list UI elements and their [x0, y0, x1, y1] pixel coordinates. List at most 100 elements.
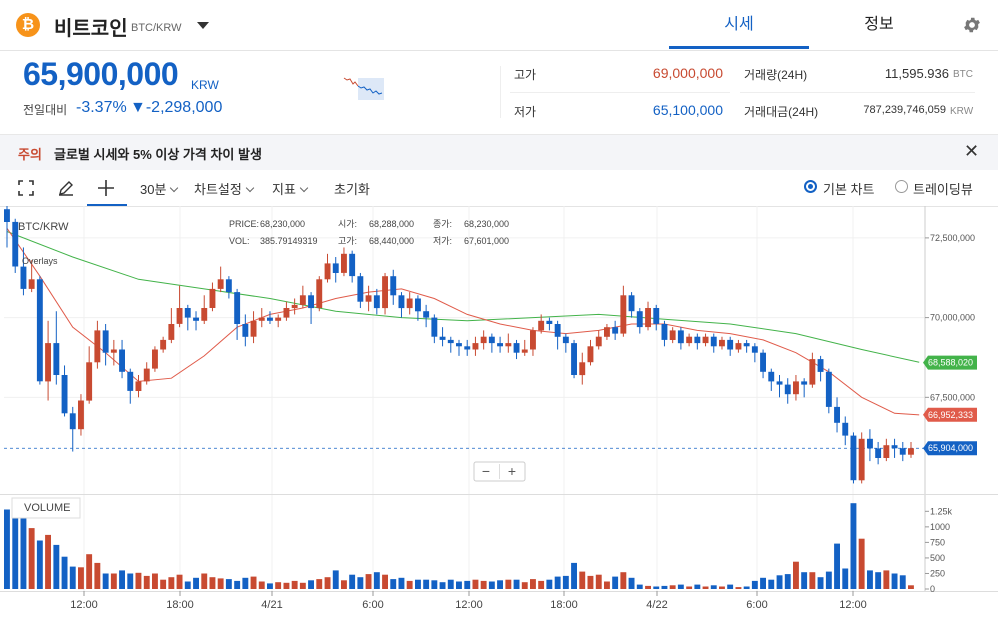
- pencil-icon[interactable]: [57, 179, 75, 197]
- radio-basic-chart-label[interactable]: 기본 차트: [823, 182, 875, 197]
- volume-tick-label: 1.25k: [930, 506, 953, 516]
- candle: [784, 384, 791, 395]
- volume-bar: [53, 544, 60, 589]
- volume-bar: [152, 573, 158, 589]
- chevron-down-icon[interactable]: [197, 22, 209, 29]
- reset-button[interactable]: 초기화: [334, 182, 370, 197]
- volume-bar: [817, 577, 824, 589]
- candle: [415, 298, 421, 312]
- volume-bar: [842, 568, 849, 589]
- volume-bar: [530, 579, 536, 589]
- candle: [801, 381, 808, 385]
- volume-bar: [776, 575, 783, 589]
- volume-bar: [521, 582, 528, 589]
- volume-bar: [587, 575, 594, 589]
- candle: [184, 308, 191, 318]
- candle: [727, 339, 734, 350]
- candle: [719, 339, 725, 347]
- tab-info[interactable]: 정보: [864, 16, 894, 33]
- notice-text: 글로벌 시세와 5% 이상 가격 차이 발생: [54, 147, 262, 162]
- volume-bars: [4, 503, 914, 590]
- gear-icon[interactable]: [962, 15, 982, 35]
- amount-24h-label: 거래대금(24H): [744, 105, 819, 119]
- change-label: 전일대비: [23, 103, 68, 117]
- volume-bar: [554, 576, 561, 589]
- candle: [612, 327, 619, 334]
- low-value: 65,100,000: [652, 102, 723, 118]
- candle: [143, 368, 150, 382]
- interval-label: 30분: [140, 182, 167, 197]
- volume-tick-label: 750: [930, 537, 945, 547]
- volume-bar: [604, 581, 610, 589]
- candle: [258, 317, 265, 321]
- volume-24h-label: 거래량(24H): [744, 68, 808, 82]
- chart-settings-menu[interactable]: 차트설정: [194, 179, 255, 198]
- candle: [513, 343, 520, 353]
- zoom-in-button[interactable]: +: [508, 463, 516, 479]
- candle: [628, 295, 635, 312]
- price-badge: [923, 355, 977, 370]
- candle: [209, 288, 216, 308]
- interval-select[interactable]: 30분: [140, 179, 179, 198]
- zoom-controls[interactable]: − +: [473, 461, 526, 482]
- candle: [127, 371, 134, 391]
- fullscreen-icon[interactable]: [18, 180, 34, 196]
- mini-chart-line-down: [357, 85, 383, 95]
- candle: [793, 381, 799, 395]
- indicators-menu[interactable]: 지표: [272, 179, 309, 198]
- high-value: 69,000,000: [652, 65, 723, 81]
- candle: [406, 298, 413, 309]
- candle: [20, 266, 27, 289]
- x-tick-label: 4/22: [646, 599, 667, 611]
- volume-bar: [867, 570, 873, 589]
- volume-bar: [110, 573, 117, 589]
- candle: [341, 253, 347, 273]
- candle: [102, 330, 109, 353]
- zoom-out-button[interactable]: −: [482, 463, 490, 479]
- volume-bar: [390, 579, 397, 589]
- volume-bar: [480, 580, 487, 589]
- radio-tradingview[interactable]: [895, 180, 908, 193]
- divider: [500, 66, 501, 118]
- volume-bar: [735, 587, 742, 589]
- candle: [365, 295, 372, 302]
- volume-bar: [12, 505, 19, 589]
- legend-open: 68,288,000: [369, 219, 414, 229]
- volume-bar: [834, 543, 840, 589]
- volume-bar: [135, 572, 142, 589]
- candle: [283, 308, 290, 318]
- volume-24h-value: 11,595.936: [884, 66, 949, 81]
- volume-bar: [595, 574, 602, 589]
- volume-bar: [234, 580, 241, 589]
- candle: [316, 279, 323, 308]
- candle: [94, 330, 101, 363]
- candle: [505, 343, 512, 347]
- volume-bar: [439, 582, 446, 589]
- legend-low: 67,601,000: [464, 236, 509, 246]
- volume-bar: [275, 582, 282, 589]
- crosshair-icon[interactable]: [97, 179, 115, 197]
- close-icon[interactable]: ✕: [964, 141, 980, 161]
- radio-basic-chart[interactable]: [804, 180, 817, 193]
- candle: [349, 253, 356, 277]
- crosshair-tool[interactable]: [87, 170, 127, 206]
- volume-bar: [546, 579, 553, 589]
- volume-bar: [86, 554, 93, 589]
- candle: [604, 327, 610, 337]
- candle: [554, 324, 561, 337]
- header: [0, 0, 998, 51]
- volume-bar: [505, 579, 512, 589]
- candle: [858, 438, 865, 481]
- price-chart[interactable]: 72,500,000 70,000,000 67,500,000 1.25k 1000…: [0, 206, 998, 625]
- candle: [735, 343, 742, 350]
- candle: [390, 276, 397, 296]
- high-label: 고가: [514, 68, 537, 82]
- volume-bar: [267, 583, 273, 589]
- volume-label: VOLUME: [24, 502, 70, 514]
- tab-market[interactable]: 시세: [669, 0, 809, 49]
- volume-bar: [217, 578, 224, 589]
- radio-tradingview-label[interactable]: 트레이딩뷰: [913, 182, 973, 197]
- candle: [686, 336, 693, 344]
- candle: [382, 276, 388, 309]
- price-badges: 68,588,020 66,952,333 65,904,000: [923, 355, 977, 456]
